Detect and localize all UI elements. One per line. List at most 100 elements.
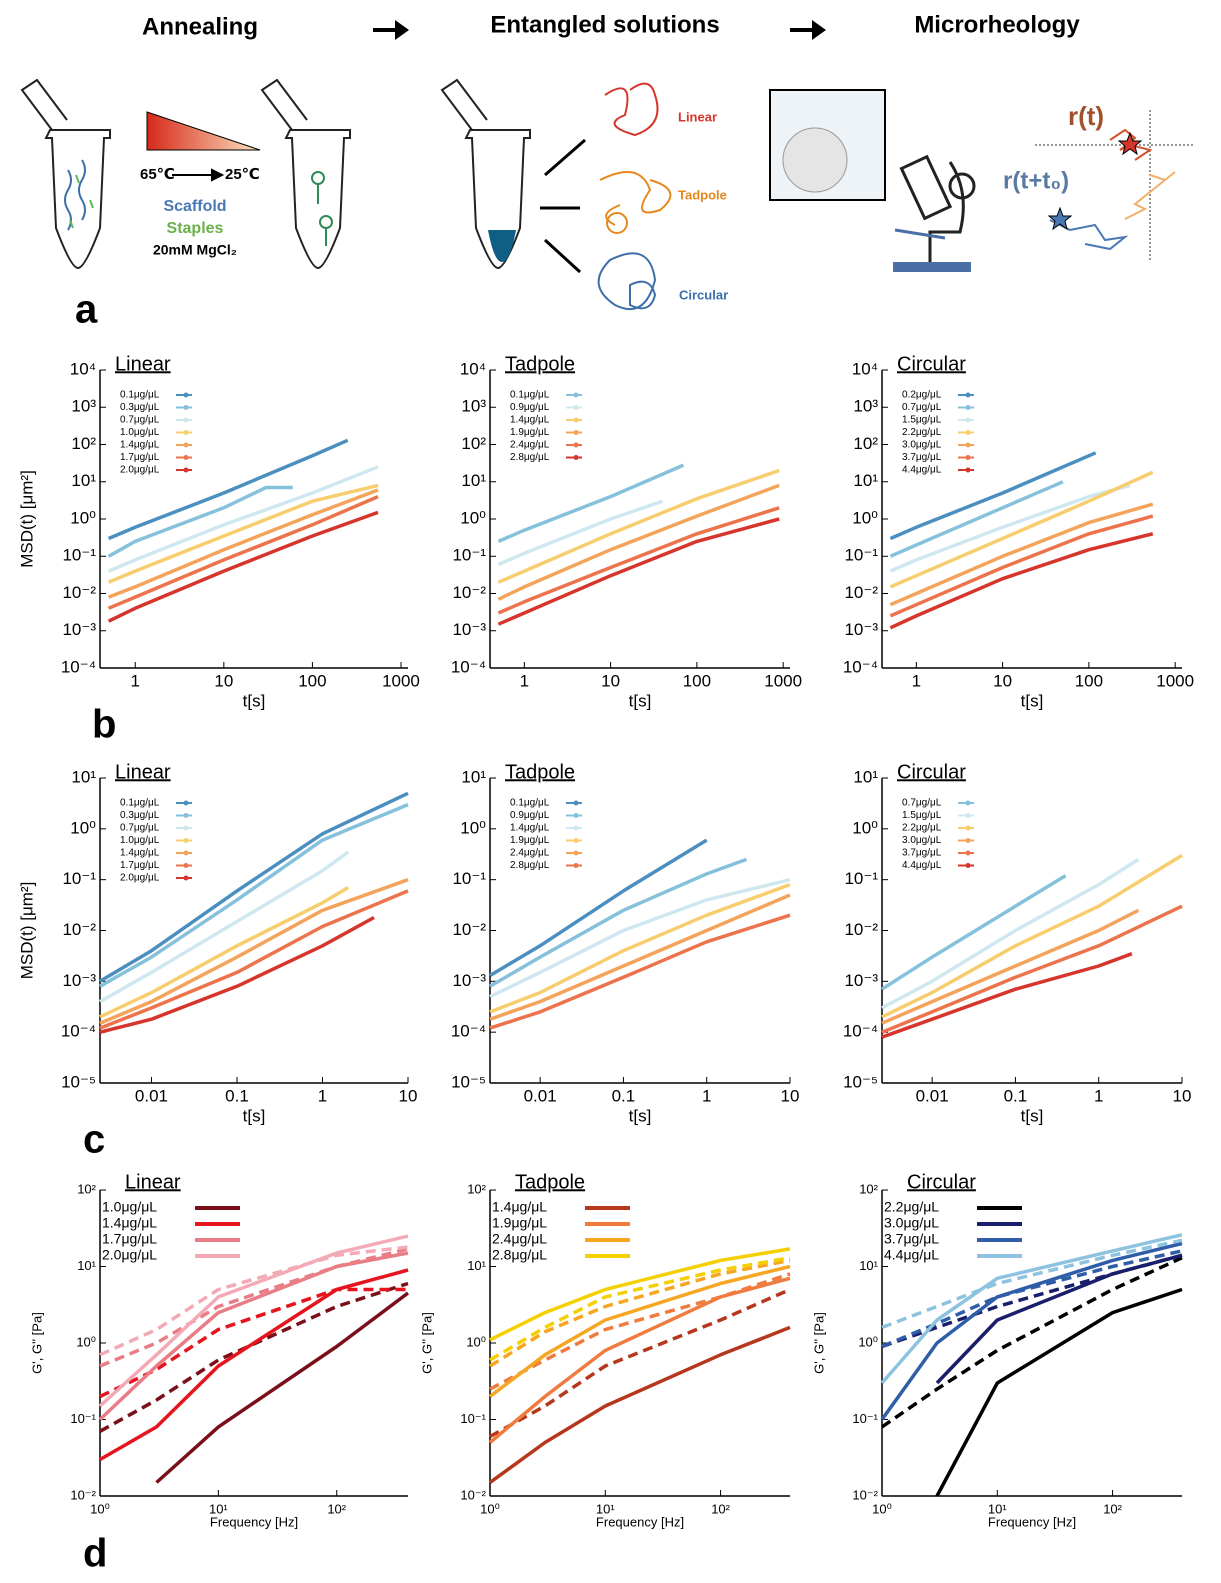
- x-tick-label: 0.01: [524, 1086, 557, 1105]
- y-tick-label: 10¹: [461, 471, 486, 490]
- y-tick-label: 10⁻²: [460, 1487, 486, 1502]
- legend-marker: [573, 392, 579, 398]
- y-tick-label: 10⁻³: [62, 620, 96, 639]
- legend-marker: [965, 850, 971, 856]
- series-line: [107, 438, 349, 541]
- chart-title: Circular: [897, 761, 966, 783]
- legend-label: 2.4μg/μL: [510, 440, 550, 451]
- series-line-loss: [881, 1256, 1183, 1429]
- legend-label: 0.3μg/μL: [120, 402, 160, 413]
- legend-marker: [965, 405, 971, 410]
- x-tick-label: 1000: [382, 671, 420, 690]
- x-axis-label: t[s]: [1021, 691, 1044, 710]
- legend-marker: [183, 455, 189, 460]
- arrow: [373, 20, 409, 40]
- y-tick-label: 10⁻⁵: [451, 1072, 486, 1091]
- legend-label: 1.0μg/μL: [120, 427, 160, 438]
- legend-marker: [183, 467, 189, 473]
- series-line: [107, 465, 379, 573]
- legend-label: 3.7μg/μL: [902, 452, 942, 463]
- series-line: [489, 913, 791, 1030]
- legend-marker: [183, 392, 189, 398]
- y-tick-label: 10⁻¹: [852, 1411, 878, 1426]
- legend-label: 1.9μg/μL: [510, 835, 550, 846]
- series-line: [107, 494, 379, 610]
- series-line: [889, 532, 1154, 630]
- legend-label: 1.7μg/μL: [120, 452, 160, 463]
- series-line: [99, 885, 350, 1019]
- topology-label: Linear: [678, 109, 717, 124]
- x-tick-label: 10²: [711, 1501, 730, 1516]
- y-axis-label: MSD(t) [μm²]: [17, 882, 36, 980]
- y-axis-label: G', G'' [Pa]: [419, 1312, 434, 1374]
- legend-label: 1.4μg/μL: [120, 848, 160, 859]
- series-line: [497, 499, 664, 567]
- panel-label: a: [75, 288, 98, 332]
- legend-label: 4.4μg/μL: [902, 860, 942, 871]
- y-tick-label: 10⁻¹: [62, 869, 96, 888]
- legend-label: 3.0μg/μL: [902, 440, 942, 451]
- legend-label: 0.1μg/μL: [510, 390, 550, 401]
- x-tick-label: 1: [702, 1086, 711, 1105]
- series-line: [488, 1325, 791, 1484]
- legend-label: 0.7μg/μL: [902, 402, 942, 413]
- panel-label: b: [92, 703, 116, 747]
- legend-marker: [965, 392, 971, 398]
- legend-label: 0.9μg/μL: [510, 402, 550, 413]
- y-tick-label: 10⁻²: [852, 1487, 878, 1502]
- y-tick-label: 10³: [461, 397, 486, 416]
- legend-label: 1.7μg/μL: [102, 1231, 157, 1247]
- x-tick-label: 10²: [1103, 1501, 1122, 1516]
- chart-title: Linear: [115, 761, 171, 783]
- series-line: [497, 463, 685, 544]
- y-tick-label: 10¹: [859, 1258, 878, 1273]
- chart-title: Tadpole: [505, 761, 575, 783]
- legend-marker: [183, 863, 189, 868]
- legend-label: 1.4μg/μL: [120, 440, 160, 451]
- legend-marker: [965, 838, 971, 843]
- legend-label: 3.7μg/μL: [902, 848, 942, 859]
- legend-label: 0.9μg/μL: [510, 810, 550, 821]
- y-tick-label: 10¹: [71, 767, 96, 786]
- microscope: [893, 154, 976, 272]
- y-axis-label: G', G'' [Pa]: [29, 1312, 44, 1374]
- series-line: [935, 1287, 1183, 1497]
- x-tick-label: 1: [131, 671, 140, 690]
- y-tick-label: 10²: [461, 434, 486, 453]
- x-tick-label: 10: [601, 671, 620, 690]
- chart-title: Circular: [897, 353, 966, 375]
- series-line: [881, 952, 1133, 1039]
- legend-label: 0.7μg/μL: [120, 415, 160, 426]
- legend-label: 1.4μg/μL: [510, 415, 550, 426]
- series-line: [489, 882, 791, 1014]
- legend-label: 4.4μg/μL: [902, 465, 942, 476]
- y-tick-label: 10⁻⁴: [451, 1022, 486, 1041]
- y-tick-label: 10³: [71, 397, 96, 416]
- legend-marker: [573, 442, 579, 448]
- y-tick-label: 10⁻⁴: [843, 1022, 878, 1041]
- y-tick-label: 10⁻⁴: [61, 657, 96, 676]
- series-line: [889, 514, 1154, 618]
- series-line: [489, 857, 748, 988]
- x-tick-label: 0.1: [225, 1086, 249, 1105]
- series-line: [99, 1268, 409, 1462]
- series-line: [489, 1247, 791, 1342]
- series-line: [489, 838, 708, 978]
- y-tick-label: 10⁰: [460, 818, 486, 837]
- legend-label: 2.4μg/μL: [492, 1231, 547, 1247]
- legend-marker: [183, 800, 189, 806]
- series-line-loss: [99, 1247, 409, 1368]
- series-line: [880, 1241, 1183, 1421]
- chart-title: Circular: [907, 1171, 976, 1193]
- series-line-loss: [489, 1287, 791, 1439]
- x-tick-label: 100: [1075, 671, 1103, 690]
- legend-label: 3.7μg/μL: [884, 1231, 939, 1247]
- legend-marker: [573, 863, 579, 868]
- y-tick-label: 10²: [467, 1181, 486, 1196]
- y-tick-label: 10¹: [71, 471, 96, 490]
- legend-marker: [183, 838, 189, 843]
- series-line: [889, 480, 1064, 558]
- legend-marker: [183, 442, 189, 448]
- legend-marker: [573, 800, 579, 806]
